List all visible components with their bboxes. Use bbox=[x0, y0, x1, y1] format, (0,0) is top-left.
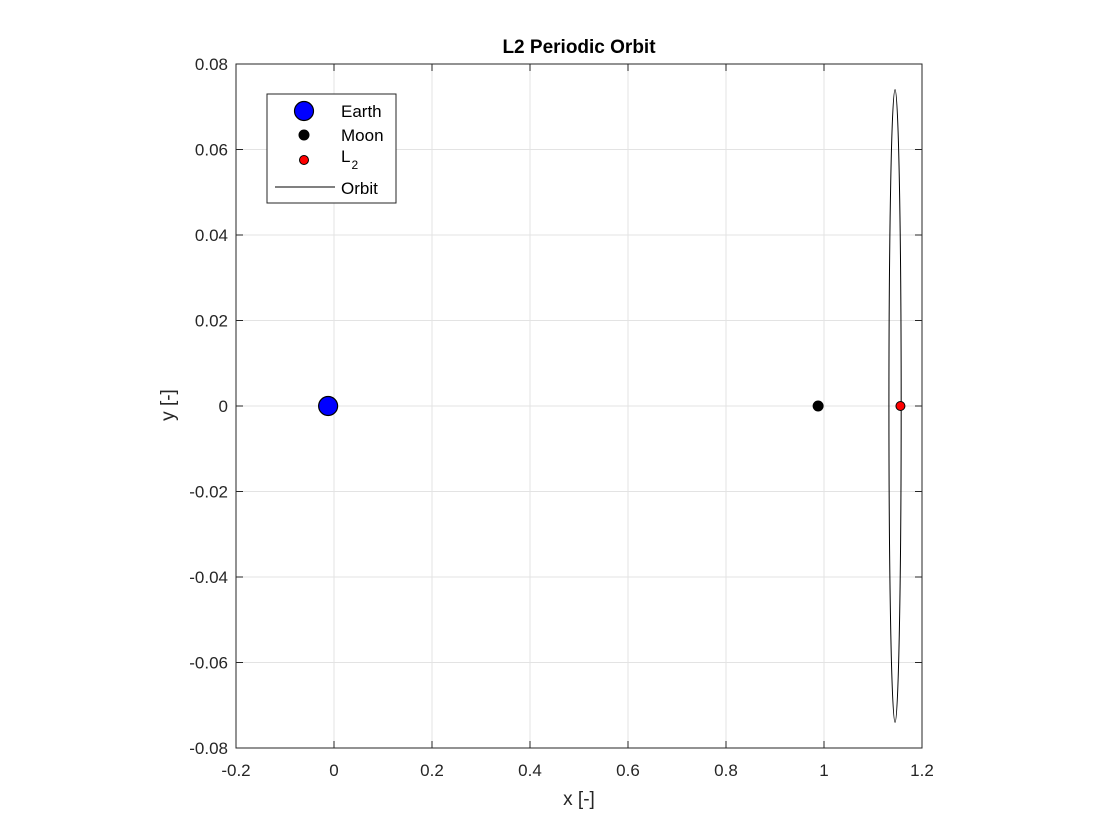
legend-moon-label: Moon bbox=[341, 126, 384, 145]
y-axis-label: y [-] bbox=[158, 389, 179, 421]
legend-l2-label: L2 bbox=[341, 147, 358, 172]
x-axis-ticks: -0.2 0 0.2 0.4 0.6 0.8 1 1.2 bbox=[221, 64, 934, 780]
x-tick-label: 0.6 bbox=[616, 761, 640, 780]
x-tick-label: 0.2 bbox=[420, 761, 444, 780]
moon-marker bbox=[812, 400, 824, 412]
x-tick-label: -0.2 bbox=[221, 761, 250, 780]
legend-l2-marker bbox=[299, 155, 309, 165]
legend-moon-marker bbox=[298, 129, 310, 141]
y-tick-label: 0.08 bbox=[195, 55, 228, 74]
y-tick-label: 0.02 bbox=[195, 312, 228, 331]
legend-orbit-label: Orbit bbox=[341, 179, 378, 198]
legend-l2-subscript: 2 bbox=[351, 158, 358, 172]
y-tick-label: -0.08 bbox=[189, 739, 228, 758]
legend-earth-label: Earth bbox=[341, 102, 382, 121]
grid bbox=[236, 64, 922, 748]
l2-marker bbox=[895, 401, 906, 411]
legend-box bbox=[266, 93, 397, 204]
chart-title: L2 Periodic Orbit bbox=[502, 37, 656, 58]
legend-l2-main: L bbox=[341, 147, 350, 166]
earth-marker bbox=[318, 395, 339, 417]
x-tick-label: 1 bbox=[819, 761, 828, 780]
y-tick-label: -0.06 bbox=[189, 654, 228, 673]
legend: Earth Moon L2 Orbit bbox=[266, 93, 397, 204]
markers bbox=[318, 395, 906, 417]
y-tick-label: 0.06 bbox=[195, 141, 228, 160]
x-tick-label: 0.8 bbox=[714, 761, 738, 780]
x-tick-label: 0.4 bbox=[518, 761, 542, 780]
y-tick-label: -0.04 bbox=[189, 568, 228, 587]
y-tick-label: 0 bbox=[219, 397, 228, 416]
y-axis-ticks: -0.08 -0.06 -0.04 -0.02 0 0.02 0.04 0.06 0.08 bbox=[189, 55, 922, 758]
x-tick-label: 0 bbox=[329, 761, 338, 780]
x-axis-label: x [-] bbox=[563, 789, 595, 810]
x-tick-label: 1.2 bbox=[910, 761, 934, 780]
y-tick-label: -0.02 bbox=[189, 483, 228, 502]
legend-earth-marker bbox=[293, 100, 315, 122]
y-tick-label: 0.04 bbox=[195, 226, 228, 245]
